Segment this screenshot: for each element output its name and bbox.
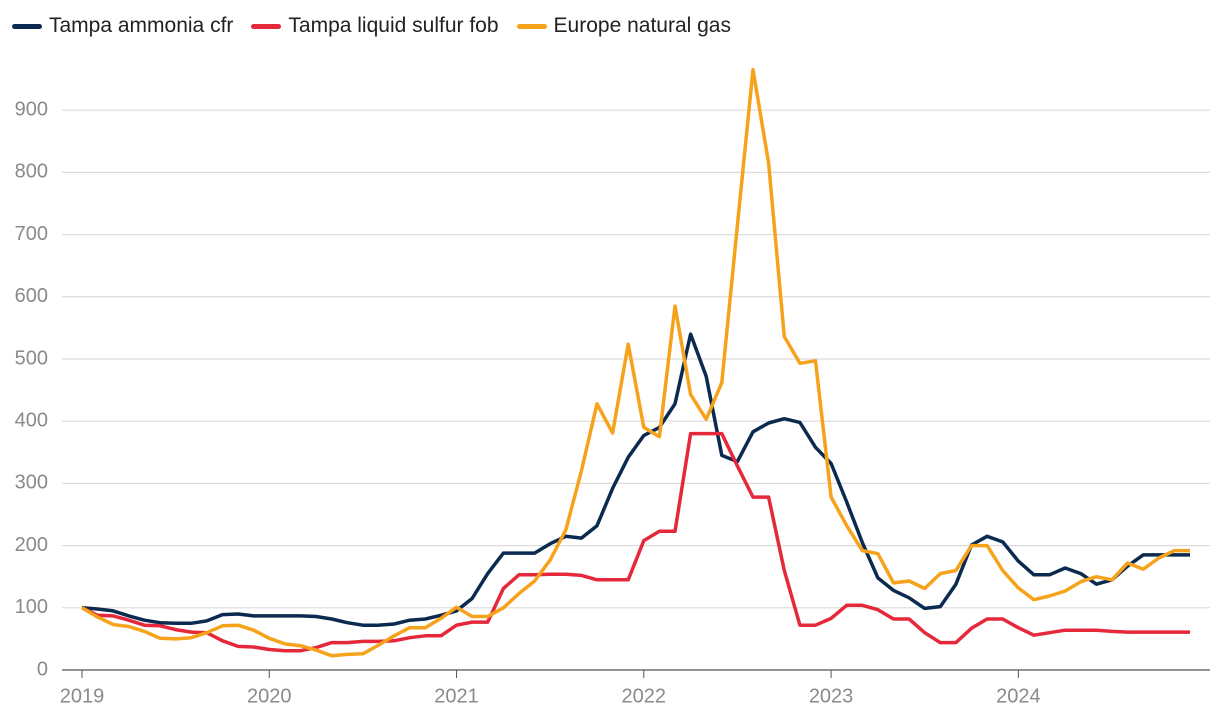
y-tick-label: 800 (15, 161, 48, 183)
x-tick-label: 2019 (60, 685, 105, 707)
x-tick-label: 2023 (809, 685, 854, 707)
x-tick-label: 2021 (434, 685, 479, 707)
series-line (81, 431, 1190, 653)
y-tick-label: 0 (37, 658, 48, 680)
legend-item: Tampa ammonia cfr (12, 14, 233, 38)
legend-label: Europe natural gas (553, 14, 731, 37)
y-tick-label: 300 (15, 472, 48, 494)
legend-item: Tampa liquid sulfur fob (251, 14, 499, 38)
legend-item: Europe natural gas (516, 14, 731, 38)
series-line (81, 67, 1190, 658)
y-tick-label: 500 (15, 347, 48, 369)
y-tick-label: 700 (15, 223, 48, 245)
x-tick-label: 2020 (247, 685, 292, 707)
y-tick-label: 400 (15, 409, 48, 431)
legend: Tampa ammonia cfr Tampa liquid sulfur fob… (12, 14, 731, 38)
y-tick-label: 200 (15, 534, 48, 556)
x-tick-label: 2024 (996, 685, 1041, 707)
legend-label: Tampa liquid sulfur fob (288, 14, 499, 37)
legend-label: Tampa ammonia cfr (49, 14, 234, 37)
legend-swatch (251, 23, 282, 29)
y-tick-label: 600 (15, 285, 48, 307)
legend-swatch (12, 23, 42, 29)
legend-swatch (516, 23, 547, 29)
series-line (81, 332, 1190, 627)
x-tick-label: 2022 (622, 685, 667, 707)
y-tick-label: 100 (15, 596, 48, 618)
y-tick-label: 900 (15, 98, 48, 120)
